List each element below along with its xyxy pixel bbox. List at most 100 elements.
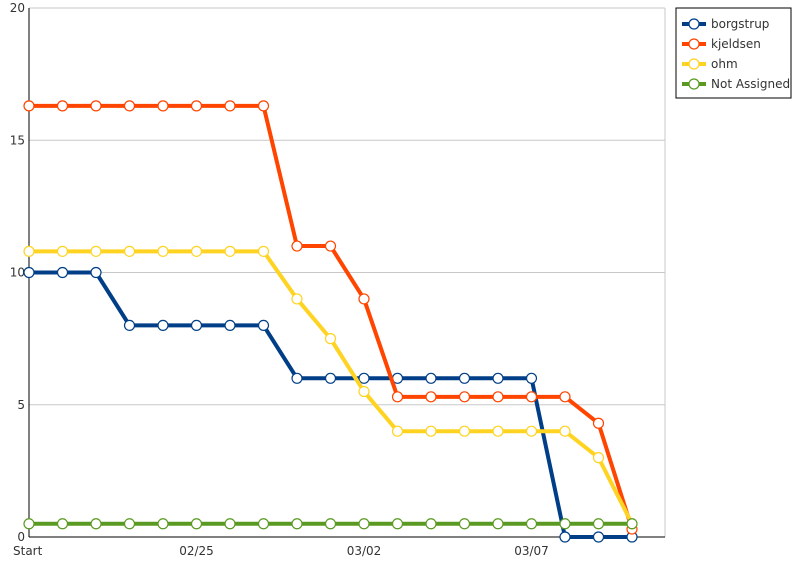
data-point	[157, 319, 169, 331]
data-point	[358, 293, 370, 305]
data-point	[90, 100, 102, 112]
data-point	[23, 245, 35, 257]
data-point	[626, 518, 638, 530]
legend-item: Not Assigned	[682, 77, 790, 91]
data-point	[291, 240, 303, 252]
data-point	[492, 425, 504, 437]
x-tick-label: Start	[13, 544, 43, 558]
data-point	[224, 319, 236, 331]
series-line	[29, 249, 634, 525]
legend-item: kjeldsen	[682, 37, 761, 51]
data-point	[492, 391, 504, 403]
data-point	[458, 372, 471, 384]
data-point	[425, 372, 437, 384]
data-point	[90, 266, 102, 279]
series-borgstrup	[23, 266, 638, 543]
legend-label: ohm	[711, 57, 738, 71]
data-point	[324, 333, 337, 345]
legend-swatch-marker	[688, 58, 700, 70]
data-point	[358, 385, 370, 398]
data-point	[190, 245, 203, 257]
data-point	[291, 372, 303, 384]
data-point	[224, 100, 236, 112]
data-point	[190, 319, 203, 331]
data-point	[458, 518, 471, 530]
series-kjeldsen	[23, 100, 638, 535]
data-point	[23, 518, 35, 530]
data-point	[257, 100, 270, 112]
data-point	[425, 518, 437, 530]
data-point	[458, 391, 471, 403]
data-point	[224, 518, 236, 530]
data-point	[525, 391, 538, 403]
data-point	[425, 391, 437, 403]
data-point	[391, 518, 404, 530]
data-point	[157, 100, 169, 112]
data-point	[190, 518, 203, 530]
data-point	[257, 319, 270, 331]
y-tick-label: 0	[17, 530, 25, 544]
y-tick-label: 20	[10, 1, 25, 15]
data-point	[257, 245, 270, 257]
data-point	[56, 100, 69, 112]
data-point	[123, 518, 136, 530]
y-tick-label: 5	[17, 398, 25, 412]
series-layer	[23, 100, 638, 543]
legend-swatch-marker	[688, 78, 700, 90]
grid-layer	[29, 7, 666, 537]
legend-item: ohm	[682, 57, 738, 71]
data-point	[123, 100, 136, 112]
data-point	[559, 425, 571, 437]
data-point	[391, 391, 404, 403]
x-tick-label: 03/07	[514, 544, 549, 558]
y-tick-label: 10	[10, 266, 25, 280]
data-point	[492, 372, 504, 384]
data-point	[190, 100, 203, 112]
legend-swatch-marker	[688, 38, 700, 50]
data-point	[90, 245, 102, 257]
data-point	[123, 319, 136, 331]
data-point	[358, 518, 370, 530]
legend-label: borgstrup	[711, 17, 769, 31]
data-point	[592, 531, 605, 543]
data-point	[324, 240, 337, 252]
data-point	[391, 425, 404, 437]
data-point	[592, 518, 605, 530]
data-point	[23, 100, 35, 112]
x-tick-label: 03/02	[347, 544, 382, 558]
data-point	[592, 452, 605, 464]
series-line	[29, 103, 634, 530]
data-point	[123, 245, 136, 257]
data-point	[324, 518, 337, 530]
data-point	[425, 425, 437, 437]
data-point	[257, 518, 270, 530]
data-point	[324, 372, 337, 384]
axis-layer: 0 5 10 15 20 Start 02/25 03/02 03/07	[10, 1, 665, 558]
legend-label: kjeldsen	[711, 37, 761, 51]
data-point	[157, 245, 169, 257]
data-point	[358, 372, 370, 384]
data-point	[291, 518, 303, 530]
series-ohm	[23, 245, 638, 530]
x-tick-label: 02/25	[179, 544, 214, 558]
data-point	[224, 245, 236, 257]
data-point	[458, 425, 471, 437]
legend-label: Not Assigned	[711, 77, 790, 91]
data-point	[559, 518, 571, 530]
legend: borgstrup kjeldsen ohm Not Assigned	[675, 7, 792, 99]
y-tick-label: 15	[10, 133, 25, 147]
series-not-assigned	[23, 518, 638, 530]
data-point	[559, 391, 571, 403]
legend-swatch-marker	[688, 18, 700, 30]
data-point	[291, 293, 303, 305]
data-point	[23, 266, 35, 279]
data-point	[559, 531, 571, 543]
data-point	[492, 518, 504, 530]
data-point	[56, 266, 69, 279]
data-point	[525, 372, 538, 384]
data-point	[56, 518, 69, 530]
legend-item: borgstrup	[682, 17, 769, 31]
data-point	[157, 518, 169, 530]
